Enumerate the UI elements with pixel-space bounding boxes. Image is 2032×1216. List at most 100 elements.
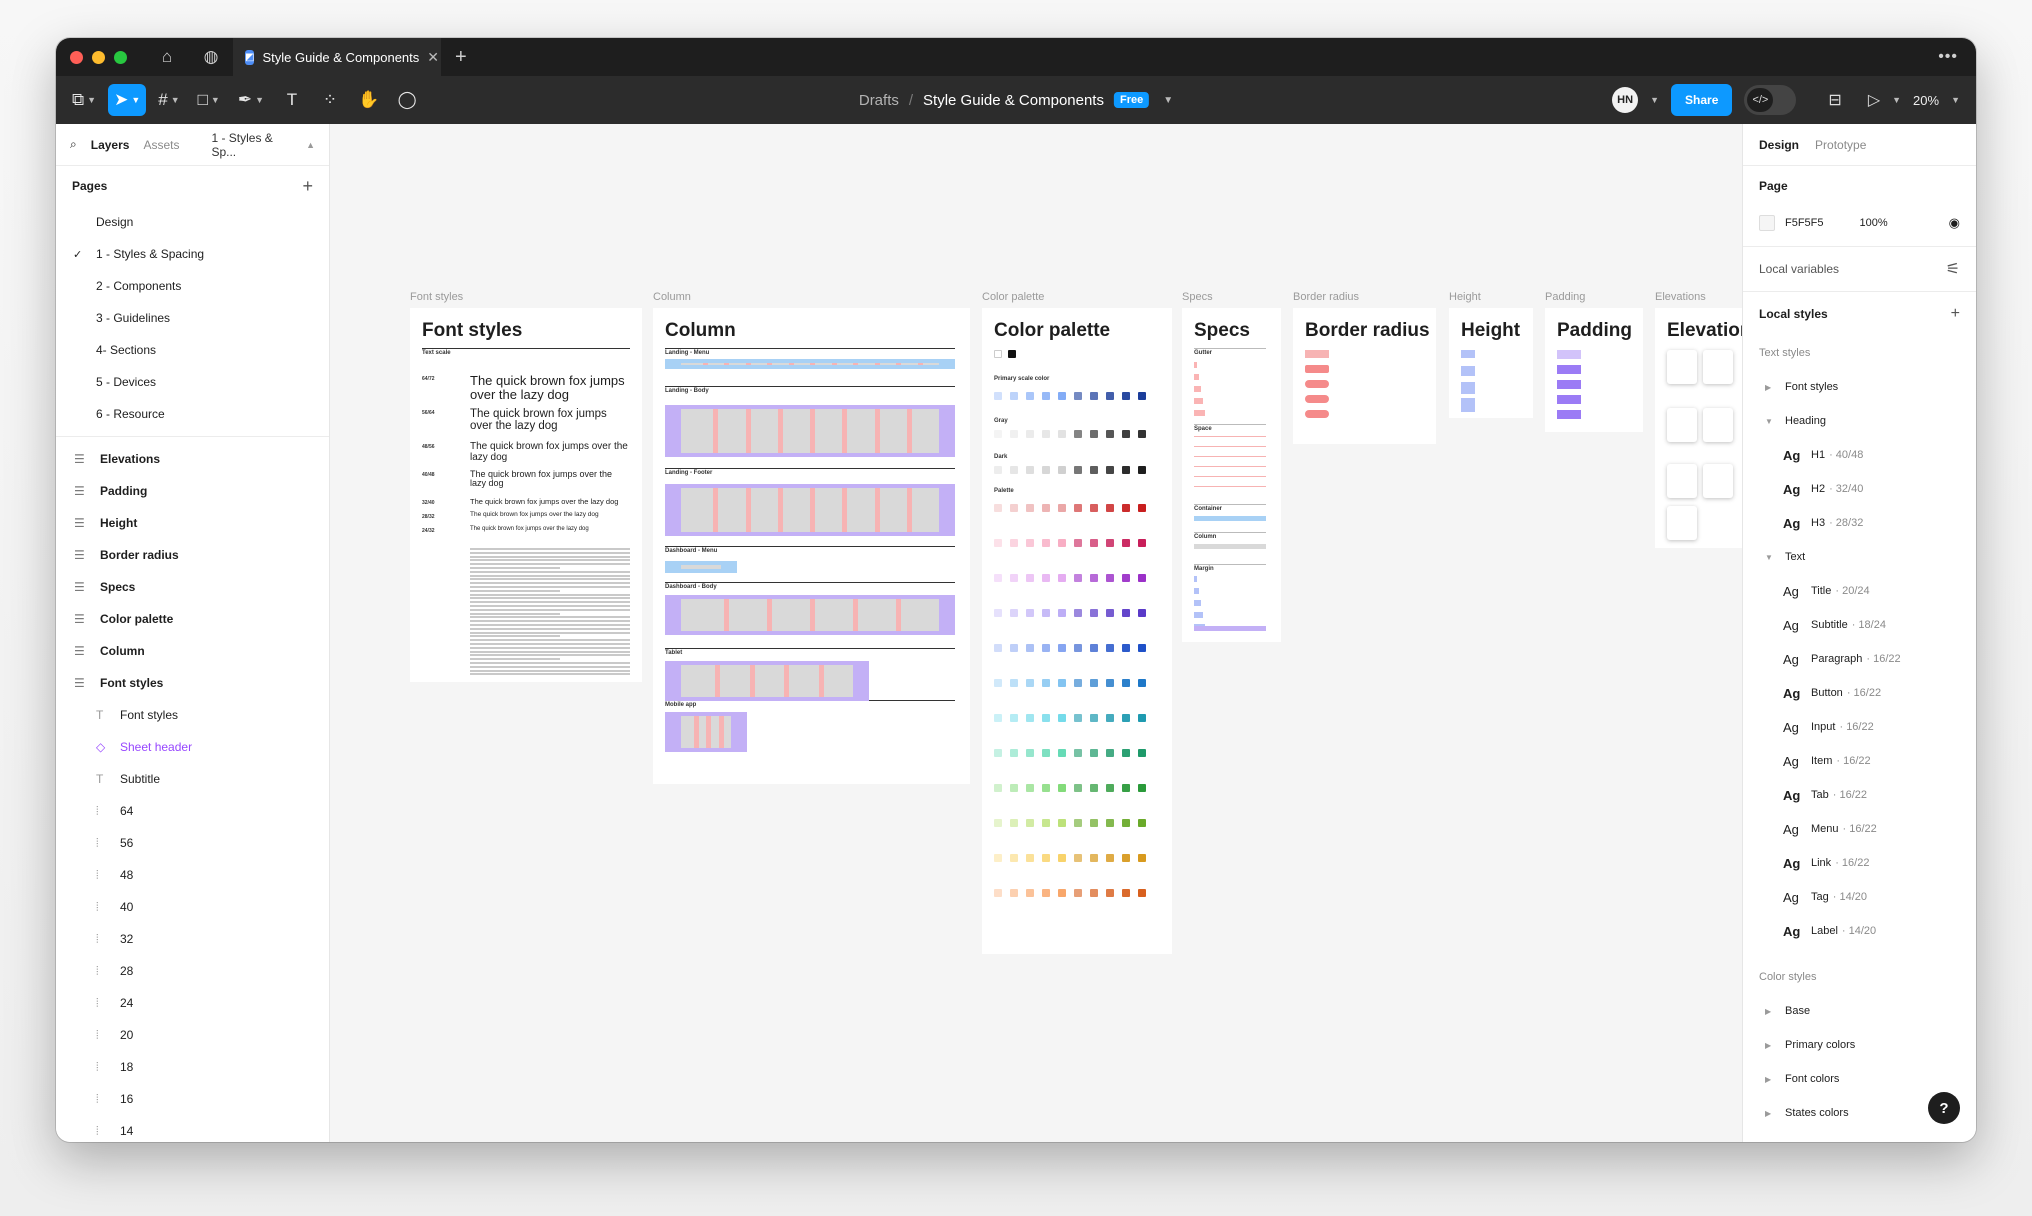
layer-item[interactable]: ☰ Height — [56, 507, 329, 539]
avatar[interactable]: HN — [1612, 87, 1639, 113]
sublayer-item[interactable]: ⦙ 16 — [56, 1083, 329, 1115]
sublayer-item[interactable]: ⦙ 56 — [56, 827, 329, 859]
sublayer-item[interactable]: ⦙ 32 — [56, 923, 329, 955]
text-style-item[interactable]: Ag Item · 16/22 — [1759, 744, 1960, 778]
minimize-window-button[interactable] — [92, 50, 105, 64]
page-item[interactable]: 5 - Devices — [56, 366, 329, 398]
frame-label-specs[interactable]: Specs — [1182, 291, 1213, 303]
color-style-group[interactable]: ▶ Font colors — [1759, 1062, 1960, 1096]
page-color-swatch[interactable] — [1759, 215, 1775, 231]
frame-height[interactable]: Height — [1449, 308, 1533, 418]
add-style-plus-icon[interactable]: + — [1950, 305, 1960, 322]
style-group-text[interactable]: ▼ Text — [1759, 540, 1960, 574]
text-style-item[interactable]: Ag Button · 16/22 — [1759, 676, 1960, 710]
hand-tool-button[interactable]: ✋ — [352, 84, 385, 116]
text-style-item[interactable]: Ag Menu · 16/22 — [1759, 812, 1960, 846]
sublayer-item[interactable]: ⦙ 24 — [56, 987, 329, 1019]
layer-item[interactable]: ☰ Color palette — [56, 603, 329, 635]
page-opacity[interactable]: 100% — [1859, 217, 1888, 229]
text-style-item[interactable]: Ag Paragraph · 16/22 — [1759, 642, 1960, 676]
resources-tool-button[interactable]: ⁘ — [314, 84, 346, 116]
sublayer-item[interactable]: T Subtitle — [56, 763, 329, 795]
text-style-item[interactable]: Ag H3 · 28/32 — [1759, 506, 1960, 540]
sublayer-item[interactable]: ◇ Sheet header — [56, 731, 329, 763]
library-icon[interactable]: ⊟ — [1828, 92, 1842, 109]
frame-label-height[interactable]: Height — [1449, 291, 1481, 303]
frame-specs[interactable]: Specs Gutter Space Container Column Margin — [1182, 308, 1281, 642]
share-button[interactable]: Share — [1671, 84, 1733, 116]
chevron-down-icon[interactable]: ▼ — [1650, 95, 1660, 105]
sliders-icon[interactable]: ⚟ — [1945, 261, 1960, 278]
layer-item[interactable]: ☰ Padding — [56, 475, 329, 507]
tab-layers[interactable]: Layers — [90, 137, 130, 152]
main-menu-button[interactable]: ⧉ ▼ — [66, 84, 102, 116]
globe-icon[interactable]: ◍ — [203, 47, 219, 66]
home-icon[interactable]: ⌂ — [161, 47, 173, 66]
frame-color-palette[interactable]: Color palette Primary scale color Gray Dar… — [982, 308, 1172, 954]
new-tab-plus-icon[interactable]: + — [455, 45, 467, 68]
color-style-group[interactable]: ▶ States colors — [1759, 1096, 1960, 1130]
text-tool-button[interactable]: T — [276, 84, 308, 116]
layer-item[interactable]: ☰ Font styles — [56, 667, 329, 699]
comment-tool-button[interactable]: ◯ — [391, 84, 423, 116]
close-icon[interactable]: ✕ — [427, 48, 439, 65]
page-item[interactable]: 6 - Resource — [56, 398, 329, 430]
page-color-hex[interactable]: F5F5F5 — [1785, 217, 1824, 229]
sublayer-item[interactable]: ⦙ 64 — [56, 795, 329, 827]
eye-icon[interactable]: ◉ — [1948, 215, 1960, 230]
chevron-down-icon[interactable]: ▼ — [1163, 94, 1174, 106]
frame-border-radius[interactable]: Border radius — [1293, 308, 1436, 444]
page-item[interactable]: 3 - Guidelines — [56, 302, 329, 334]
text-style-item[interactable]: Ag Tab · 16/22 — [1759, 778, 1960, 812]
frame-label-color-palette[interactable]: Color palette — [982, 291, 1045, 303]
frame-padding[interactable]: Padding — [1545, 308, 1643, 432]
sublayer-item[interactable]: ⦙ 28 — [56, 955, 329, 987]
frame-tool-button[interactable]: # ▼ — [152, 84, 185, 116]
text-style-item[interactable]: Ag Subtitle · 18/24 — [1759, 608, 1960, 642]
layer-item[interactable]: ☰ Column — [56, 635, 329, 667]
tab-prototype[interactable]: Prototype — [1815, 137, 1867, 152]
frame-elevations[interactable]: Elevations — [1655, 308, 1742, 548]
add-page-plus-icon[interactable]: + — [302, 175, 313, 196]
frame-label-elevations[interactable]: Elevations — [1655, 291, 1706, 303]
chevron-down-icon[interactable]: ▼ — [1892, 95, 1902, 105]
sublayer-item[interactable]: T Font styles — [56, 699, 329, 731]
shape-tool-button[interactable]: □ ▼ — [192, 84, 226, 116]
file-tab[interactable]: ◩ Style Guide & Components ✕ — [233, 38, 441, 76]
present-play-icon[interactable]: ▷ — [1867, 92, 1881, 109]
frame-label-font-styles[interactable]: Font styles — [410, 291, 464, 303]
color-style-group[interactable]: ▶ Primary colors — [1759, 1028, 1960, 1062]
page-item[interactable]: Design — [56, 206, 329, 238]
breadcrumb-drafts[interactable]: Drafts — [858, 91, 899, 109]
text-style-item[interactable]: Ag H1 · 40/48 — [1759, 438, 1960, 472]
style-group-heading[interactable]: ▼ Heading — [1759, 404, 1960, 438]
file-name[interactable]: Style Guide & Components — [923, 91, 1104, 109]
pen-tool-button[interactable]: ✒ ▼ — [232, 84, 270, 116]
chevron-down-icon[interactable]: ▼ — [1951, 95, 1960, 105]
color-style-group[interactable]: ▶ Base — [1759, 994, 1960, 1028]
page-item[interactable]: 2 - Components — [56, 270, 329, 302]
page-item[interactable]: 4- Sections — [56, 334, 329, 366]
layer-item[interactable]: ☰ Border radius — [56, 539, 329, 571]
sublayer-item[interactable]: ⦙ 20 — [56, 1019, 329, 1051]
search-icon[interactable]: ⌕ — [70, 137, 77, 151]
text-style-item[interactable]: Ag Label · 14/20 — [1759, 914, 1960, 948]
text-style-item[interactable]: Ag Input · 16/22 — [1759, 710, 1960, 744]
chevron-up-icon[interactable]: ▲ — [306, 139, 315, 150]
move-tool-button[interactable]: ➤ ▼ — [108, 84, 147, 116]
layer-item[interactable]: ☰ Elevations — [56, 443, 329, 475]
canvas[interactable]: Font styles Column Color palette Specs B… — [330, 124, 1742, 1142]
frame-font-styles[interactable]: Font styles Text scale 64/72 The quick br… — [410, 308, 642, 682]
sublayer-item[interactable]: ⦙ 14 — [56, 1115, 329, 1142]
local-variables-row[interactable]: Local variables ⚟ — [1759, 247, 1960, 291]
style-group-font-styles[interactable]: ▶ Font styles — [1759, 370, 1960, 404]
frame-column[interactable]: Column Landing - Menu Landing - Body Landi… — [653, 308, 970, 784]
tab-assets[interactable]: Assets — [143, 137, 180, 152]
help-button[interactable]: ? — [1928, 1092, 1960, 1124]
page-color-row[interactable]: F5F5F5 100% ◉ — [1759, 206, 1960, 240]
close-window-button[interactable] — [70, 50, 83, 64]
page-item[interactable]: ✓ 1 - Styles & Spacing — [56, 238, 329, 270]
text-style-item[interactable]: Ag Title · 20/24 — [1759, 574, 1960, 608]
sublayer-item[interactable]: ⦙ 18 — [56, 1051, 329, 1083]
frame-label-border-radius[interactable]: Border radius — [1293, 291, 1360, 303]
